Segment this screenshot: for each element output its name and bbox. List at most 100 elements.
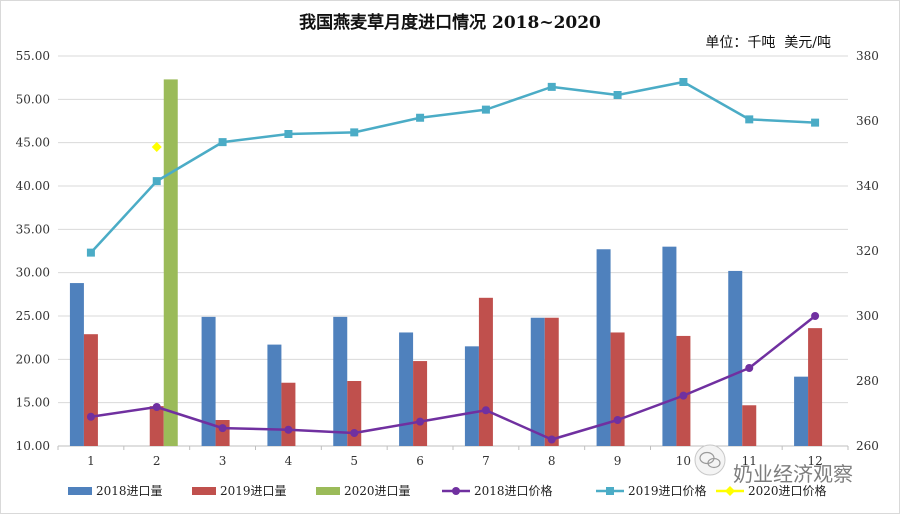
bar-2018进口量 [794,376,809,446]
y-right-tick-label: 360 [856,114,879,128]
line-2018进口价格 [90,315,816,441]
y-left-tick-label: 30.00 [16,266,50,280]
legend-label: 2020进口量 [344,484,411,498]
point-2019进口价格 [745,115,754,124]
bar-2019进口量 [347,381,362,446]
bar-2018进口量 [464,346,479,446]
point-2018进口价格 [152,403,161,411]
y-left-tick-label: 45.00 [16,136,50,150]
legend-label: 2018进口量 [96,484,163,498]
legend-swatch-2018进口量 [68,487,92,495]
y-right-tick-label: 280 [856,374,879,388]
x-tick-label: 9 [614,454,622,468]
point-2019进口价格 [284,130,293,138]
bar-2018进口量 [728,270,743,446]
chart-title: 我国燕麦草月度进口情况 2018~2020 [299,12,601,33]
bar-2019进口量 [149,406,164,446]
point-2019进口价格 [547,82,556,91]
legend: 2018进口量 2019进口量 2020进口量 2018进口价格 2019进口价格 202… [68,483,827,498]
x-tick-label: 5 [350,454,358,468]
point-2018进口价格 [679,391,688,400]
bar-layer [69,79,823,447]
legend-swatch-2019进口量 [192,487,216,495]
point-2019进口价格 [679,78,688,86]
point-2019进口价格 [811,118,820,127]
watermark-text: 奶业经济观察 [733,462,853,486]
watermark: 奶业经济观察 [694,444,853,486]
bar-2018进口量 [201,316,216,446]
point-2019进口价格 [481,105,490,114]
y-left-tick-label: 55.00 [16,49,50,63]
point-2018进口价格 [218,424,227,433]
legend-label: 2020进口价格 [748,483,827,498]
bar-2018进口量 [69,283,84,446]
y-right-tick-label: 300 [856,309,879,323]
y-left-tick-label: 40.00 [16,179,50,193]
point-2019进口价格 [350,128,359,137]
bar-2019进口量 [544,317,559,446]
x-tick-label: 10 [676,454,691,468]
point-2020进口价格 [151,142,162,152]
point-2019进口价格 [606,487,614,495]
bar-2019进口量 [808,328,823,446]
bar-2019进口量 [413,361,428,446]
bar-2018进口量 [596,249,611,446]
y-right-tick-label: 340 [856,179,879,193]
legend-label: 2019进口价格 [628,483,707,498]
point-2019进口价格 [218,138,227,147]
point-2018进口价格 [547,435,556,444]
y-left-tick-label: 15.00 [16,396,50,410]
bar-2019进口量 [676,335,691,446]
point-2018进口价格 [745,364,754,372]
point-2018进口价格 [86,412,95,421]
unit-note: 单位：千吨 美元/吨 [705,35,831,51]
x-tick-label: 4 [285,454,293,468]
x-tick-label: 3 [219,454,227,468]
bar-2018进口量 [267,344,282,446]
point-2018进口价格 [613,416,622,424]
bar-2018进口量 [662,246,677,446]
y-right-tick-label: 320 [856,244,879,258]
point-2018进口价格 [416,417,425,426]
x-tick-label: 12 [807,454,822,468]
x-tick-label: 11 [742,454,757,468]
bar-2018进口量 [333,316,348,446]
y-left-tick-label: 25.00 [16,309,50,323]
bar-2018进口量 [399,332,414,446]
x-tick-label: 2 [153,454,161,468]
bar-2019进口量 [215,420,230,446]
y-right-tick-label: 260 [856,439,879,453]
point-2018进口价格 [481,406,490,415]
y-right-tick-label: 380 [856,49,879,63]
point-2018进口价格 [284,425,293,434]
point-2019进口价格 [416,113,425,122]
bar-2019进口量 [83,334,98,446]
x-tick-label: 7 [482,454,490,468]
bar-2019进口量 [281,382,296,446]
y-left-tick-label: 10.00 [16,439,50,453]
legend-label: 2019进口量 [220,484,287,498]
x-tick-label: 8 [548,454,556,468]
y-left-tick-label: 20.00 [16,352,50,366]
y-left-tick-label: 35.00 [16,222,50,236]
point-2018进口价格 [350,429,359,437]
bar-2019进口量 [478,297,493,446]
y-left-tick-label: 50.00 [16,92,50,106]
bar-2019进口量 [742,405,757,446]
legend-label: 2018进口价格 [474,483,553,498]
bar-2019进口量 [610,332,625,446]
line-2019进口价格 [89,80,816,254]
point-2019进口价格 [152,177,161,186]
x-tick-label: 6 [416,454,424,468]
point-2019进口价格 [613,91,622,99]
x-tick-label: 1 [87,454,95,468]
wechat-icon [694,444,726,476]
point-2019进口价格 [86,248,95,257]
line-layer [86,78,820,444]
legend-swatch-2020进口量 [316,487,340,495]
bar-2018进口量 [530,317,545,446]
axes: 10.00 15.00 20.00 25.00 30.00 35.00 40.00 45.00… [16,49,879,468]
bar-2020进口量 [163,79,178,447]
point-2020进口价格 [725,486,735,496]
